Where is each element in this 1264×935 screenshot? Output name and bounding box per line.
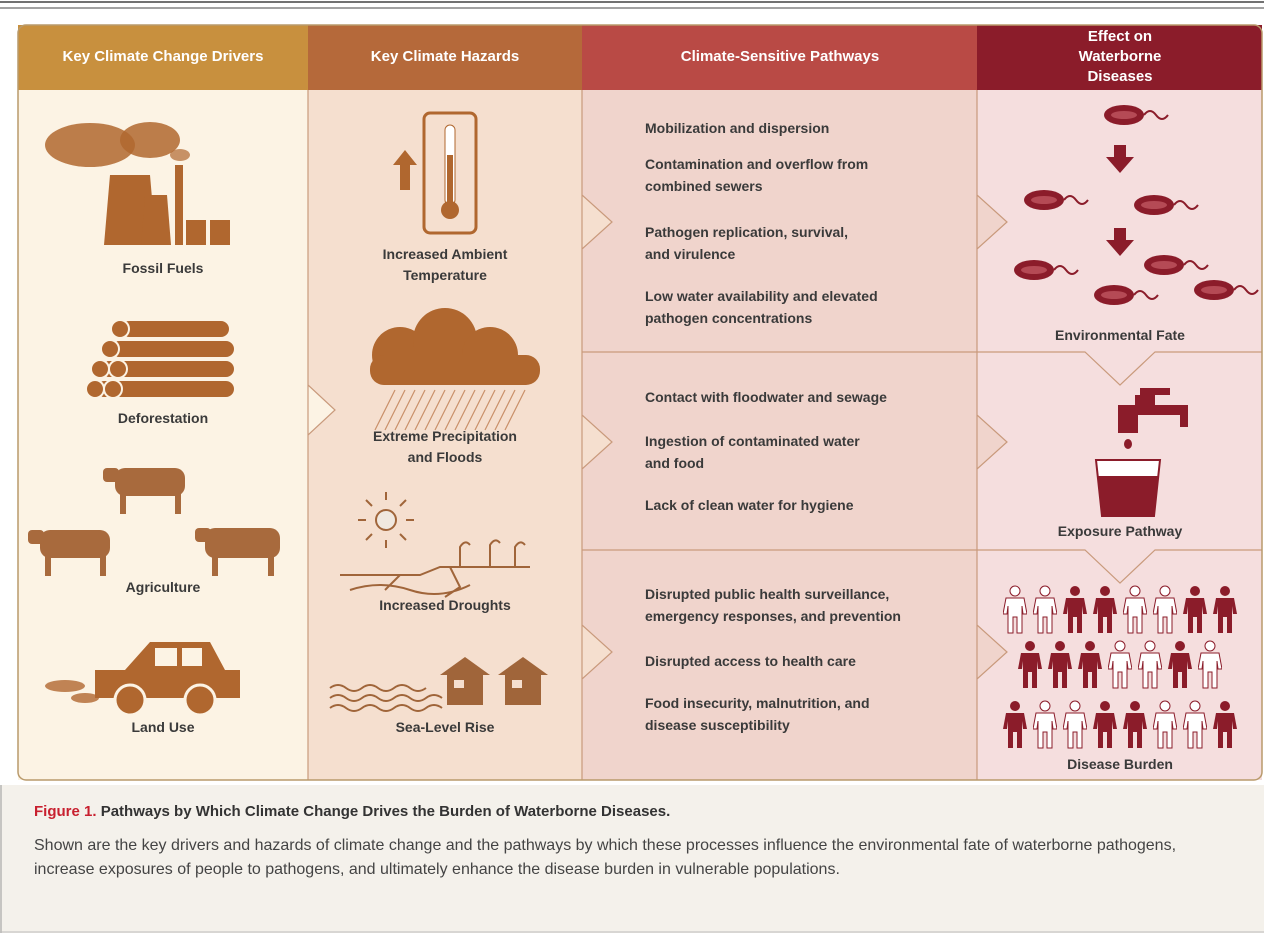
column-header: Climate-Sensitive Pathways	[681, 47, 879, 67]
pathway-item: Contamination and overflow from combined…	[645, 153, 868, 197]
effect-label: Exposure Pathway	[1058, 521, 1183, 542]
diagram-art	[0, 0, 1264, 935]
pathway-item: Lack of clean water for hygiene	[645, 494, 854, 516]
figure-label: Figure 1.	[34, 803, 97, 820]
column-header: Key Climate Change Drivers	[63, 47, 264, 67]
column-header: Key Climate Hazards	[371, 47, 519, 67]
pathway-item: Pathogen replication, survival, and viru…	[645, 221, 848, 265]
caption-text: Shown are the key drivers and hazards of…	[34, 834, 1234, 882]
driver-label: Deforestation	[118, 408, 208, 429]
driver-label: Agriculture	[126, 577, 201, 598]
pathway-item: Disrupted access to health care	[645, 650, 856, 672]
driver-label: Land Use	[131, 717, 194, 738]
pathway-item: Mobilization and dispersion	[645, 117, 829, 139]
hazard-label: Increased Ambient Temperature	[383, 244, 508, 286]
effect-label: Disease Burden	[1067, 754, 1173, 775]
driver-label: Fossil Fuels	[123, 258, 204, 279]
figure-title: Pathways by Which Climate Change Drives …	[101, 803, 671, 820]
pathway-item: Food insecurity, malnutrition, and disea…	[645, 692, 870, 736]
figure: Key Climate Change Drivers Key Climate H…	[0, 0, 1264, 935]
hazard-label: Increased Droughts	[379, 595, 510, 616]
pathway-item: Contact with floodwater and sewage	[645, 386, 887, 408]
column-header: Effect on Waterborne Diseases	[1048, 27, 1192, 87]
effect-label: Environmental Fate	[1055, 325, 1185, 346]
pathway-item: Ingestion of contaminated water and food	[645, 430, 860, 474]
pathway-item: Low water availability and elevated path…	[645, 285, 878, 329]
pathway-item: Disrupted public health surveillance, em…	[645, 583, 901, 627]
caption-title: Figure 1. Pathways by Which Climate Chan…	[34, 803, 670, 820]
hazard-label: Extreme Precipitation and Floods	[373, 426, 517, 468]
hazard-label: Sea-Level Rise	[396, 717, 495, 738]
